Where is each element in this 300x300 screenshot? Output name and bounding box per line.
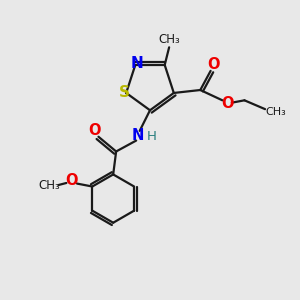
Text: N: N bbox=[130, 56, 143, 71]
Text: CH₃: CH₃ bbox=[38, 178, 60, 191]
Text: O: O bbox=[207, 58, 220, 73]
Text: H: H bbox=[146, 130, 156, 143]
Text: CH₃: CH₃ bbox=[158, 33, 180, 46]
Text: S: S bbox=[119, 85, 130, 100]
Text: N: N bbox=[132, 128, 144, 143]
Text: O: O bbox=[65, 173, 78, 188]
Text: O: O bbox=[221, 96, 234, 111]
Text: CH₃: CH₃ bbox=[265, 107, 286, 117]
Text: O: O bbox=[89, 123, 101, 138]
